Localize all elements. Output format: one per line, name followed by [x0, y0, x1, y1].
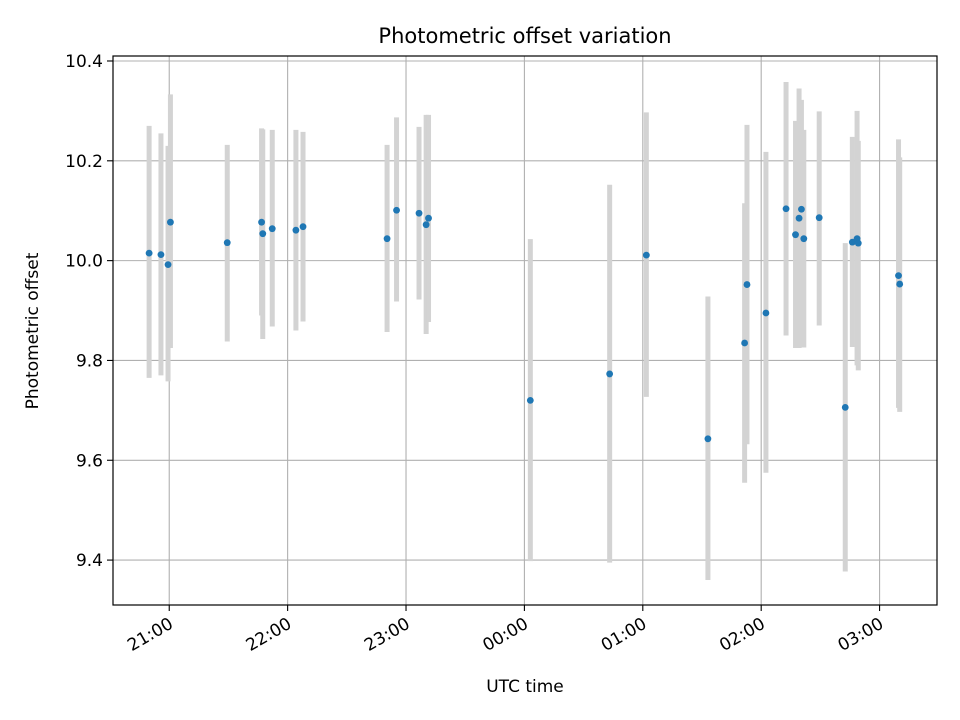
y-axis-ticks: 9.4 9.6 9.8 10.0 10.2 10.4 [65, 52, 113, 571]
data-point [258, 218, 265, 226]
data-point [606, 370, 614, 378]
x-axis-title: UTC time [486, 677, 564, 697]
y-tick-label: 9.6 [76, 451, 103, 471]
y-tick-label: 10.4 [65, 52, 103, 72]
y-tick-label: 9.8 [76, 351, 103, 371]
data-point [896, 280, 904, 288]
data-point [299, 223, 307, 231]
data-point [425, 214, 432, 222]
data-point [815, 214, 823, 222]
data-point [800, 235, 808, 243]
data-point [762, 309, 770, 317]
data-point [383, 235, 391, 243]
data-point [393, 206, 400, 214]
data-point [841, 403, 849, 411]
data-point [145, 249, 153, 257]
data-point [854, 239, 862, 247]
data-point [415, 209, 423, 217]
data-points [145, 205, 904, 443]
data-point [704, 435, 712, 443]
data-point [792, 231, 799, 239]
data-point [157, 251, 165, 259]
data-point [292, 226, 300, 234]
data-point [422, 221, 430, 229]
data-point [895, 272, 902, 279]
data-point [223, 239, 231, 247]
data-point [259, 230, 267, 238]
data-point [741, 339, 749, 347]
data-point [743, 281, 751, 288]
data-point [848, 238, 856, 246]
data-point [798, 205, 805, 213]
y-tick-label: 10.2 [65, 152, 103, 172]
data-point [795, 214, 803, 222]
data-point [164, 261, 172, 269]
chart-title: Photometric offset variation [378, 24, 671, 48]
data-point [642, 251, 650, 259]
y-axis-title: Photometric offset [23, 252, 43, 409]
data-point [526, 396, 534, 404]
data-point [268, 225, 276, 233]
plot-frame [112, 55, 938, 606]
data-point [782, 205, 790, 213]
data-point [167, 218, 174, 226]
y-tick-label: 10.0 [65, 252, 103, 272]
y-tick-label: 9.4 [76, 551, 103, 571]
